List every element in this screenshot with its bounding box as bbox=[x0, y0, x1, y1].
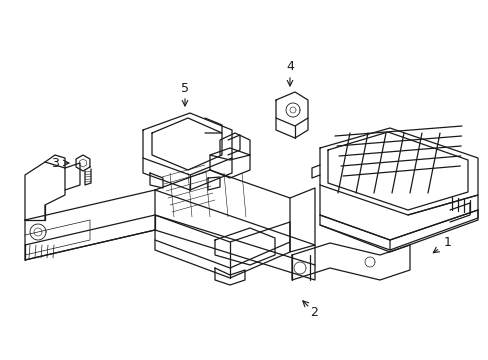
Text: 2: 2 bbox=[309, 306, 317, 319]
Text: 5: 5 bbox=[181, 81, 189, 95]
Text: 4: 4 bbox=[285, 59, 293, 72]
Text: 3: 3 bbox=[51, 157, 59, 170]
Text: 1: 1 bbox=[443, 237, 451, 249]
